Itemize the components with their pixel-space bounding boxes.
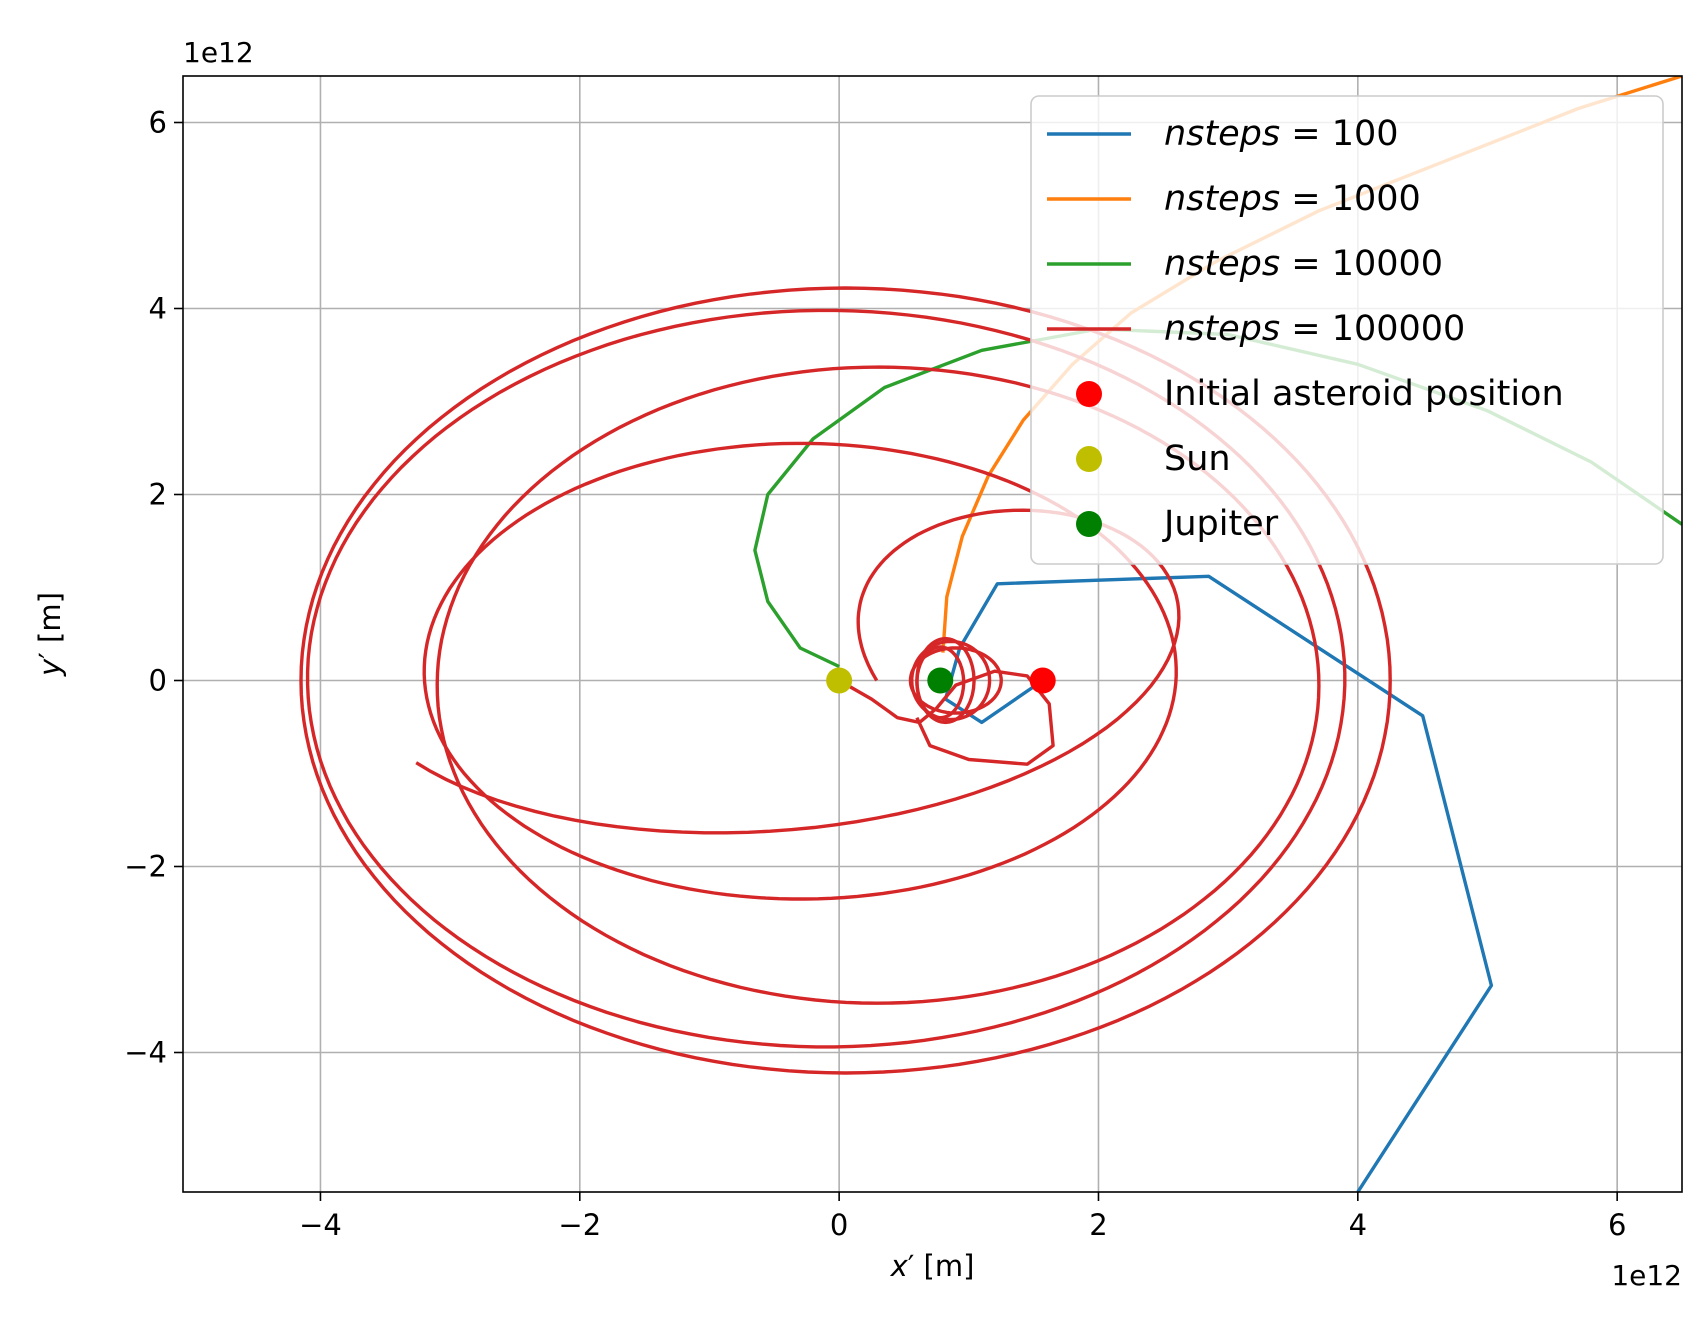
legend-marker xyxy=(1076,381,1102,407)
position-marker xyxy=(1029,667,1056,694)
legend-label-var: nsteps xyxy=(1164,309,1280,349)
y-tick-label: −2 xyxy=(124,850,167,884)
x-axis-label-unit: [m] xyxy=(914,1249,974,1283)
x-tick-label: −4 xyxy=(299,1208,342,1242)
x-tick-label: 0 xyxy=(830,1208,848,1242)
legend-label-rest: = 1000 xyxy=(1280,179,1421,219)
legend-label-rest: = 100000 xyxy=(1280,309,1465,349)
red-orbit-squiggle xyxy=(838,669,1055,766)
y-tick-label: 6 xyxy=(149,106,167,140)
y-tick-label: 0 xyxy=(149,664,167,698)
y-tick-label: 4 xyxy=(149,292,167,326)
y-tick-label: 2 xyxy=(149,478,167,512)
x-tick-label: 6 xyxy=(1608,1208,1626,1242)
legend-marker xyxy=(1076,511,1102,537)
y-axis-label-var: y xyxy=(33,658,67,677)
y-axis-label-prime: ′ xyxy=(33,652,67,659)
x-tick-label: 2 xyxy=(1089,1208,1107,1242)
y-tick-label: −4 xyxy=(124,1036,167,1070)
axes-frame xyxy=(182,75,1683,1193)
red-inner-loop xyxy=(908,646,1003,715)
x-tick-label: 4 xyxy=(1349,1208,1367,1242)
legend-label-var: nsteps xyxy=(1164,244,1280,284)
y-offset-text: 1e12 xyxy=(183,36,254,69)
x-axis-label-prime: ′ xyxy=(908,1249,915,1283)
legend-marker xyxy=(1076,446,1102,472)
legend-label: nsteps = 1000 xyxy=(1164,179,1421,219)
legend-box xyxy=(1030,95,1664,565)
red-orbit-loop xyxy=(305,308,1347,1049)
y-axis-label-unit: [m] xyxy=(33,592,67,652)
position-marker xyxy=(826,667,853,694)
x-axis-label: x′ [m] xyxy=(890,1249,975,1283)
legend-label: nsteps = 100000 xyxy=(1164,309,1465,349)
legend-label-rest: = 100 xyxy=(1280,114,1398,154)
x-tick-label: −2 xyxy=(558,1208,601,1242)
x-axis-label-var: x xyxy=(890,1249,909,1283)
legend-label: nsteps = 10000 xyxy=(1164,244,1443,284)
x-offset-text: 1e12 xyxy=(1611,1259,1682,1292)
legend-label: nsteps = 100 xyxy=(1164,114,1399,154)
position-marker xyxy=(927,667,954,694)
legend-label: Jupiter xyxy=(1162,504,1279,544)
ticks: −4 −2 0 2 4 6 −4 −2 0 2 4 6 xyxy=(124,106,1626,1243)
y-axis-label: y′ [m] xyxy=(33,592,67,677)
legend-label-var: nsteps xyxy=(1164,179,1280,219)
legend-label: Sun xyxy=(1164,439,1231,479)
red-orbit-loop xyxy=(422,441,1178,901)
legend-label-rest: = 10000 xyxy=(1280,244,1443,284)
red-orbit-loop xyxy=(435,365,1321,1005)
legend-label-var: nsteps xyxy=(1164,114,1280,154)
legend-label: Initial asteroid position xyxy=(1164,374,1564,414)
